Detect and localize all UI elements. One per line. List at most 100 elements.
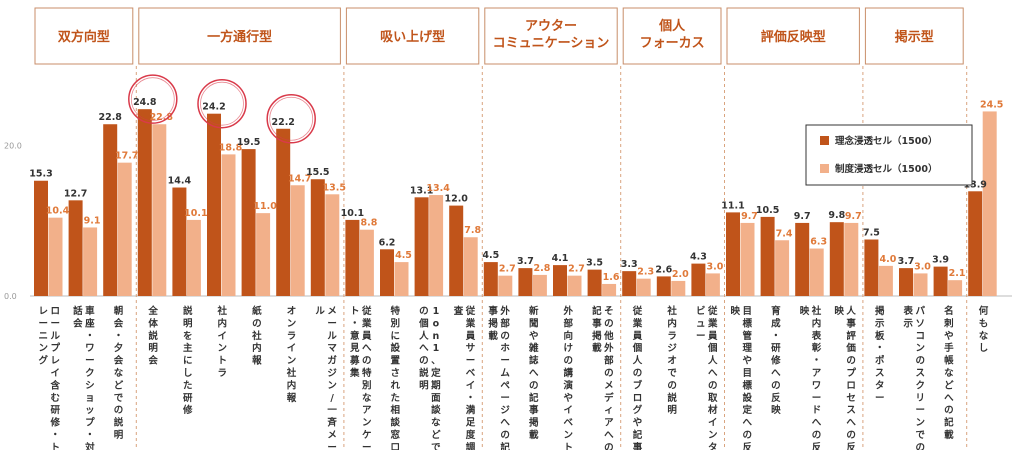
category-label: 吸い上げ型	[380, 29, 445, 45]
data-label-series2: 2.1	[949, 268, 966, 279]
category-box	[34, 7, 134, 65]
data-label-series1: 15.3	[29, 169, 52, 180]
bar-series1	[622, 271, 637, 296]
bar-series2	[152, 124, 167, 297]
data-label-series1: 12.7	[64, 188, 87, 199]
data-label-series2: 10.4	[46, 206, 70, 217]
category-item-label: 育成・研修への反映	[770, 305, 781, 416]
data-label-series2: 13.5	[323, 182, 346, 193]
legend-label-series1: 理念浸透セル（1500）	[835, 135, 937, 147]
bar-series1	[691, 263, 706, 296]
bar-series2	[948, 280, 963, 296]
category-label: 双方向型	[58, 29, 110, 45]
bar-series1	[276, 128, 291, 296]
data-label-series1: 2.6	[655, 264, 672, 275]
category-item-label: 外部向けの講演やイベント	[563, 305, 574, 450]
bar-series1	[172, 187, 187, 296]
category-item-label: 全体説明会	[147, 305, 158, 367]
bar-series2	[463, 237, 478, 296]
bar-series1	[380, 249, 394, 296]
data-label-series1: 4.1	[552, 253, 569, 264]
highlight-circle-inner	[130, 77, 175, 122]
data-label-series2: 14.7	[288, 173, 311, 184]
highlight-circle-inner	[269, 96, 314, 141]
data-label-series2: 9.7	[845, 211, 862, 222]
data-label-series1: 3.7	[517, 256, 534, 267]
bar-series1	[414, 197, 429, 296]
bar-series1	[68, 200, 83, 296]
data-label-series2: 2.7	[568, 264, 585, 275]
bar-series1	[483, 262, 498, 296]
data-label-series1: 24.2	[202, 102, 225, 113]
category-item-label: 朝会・夕会などでの説明	[114, 305, 124, 441]
bar-series2	[705, 273, 720, 296]
data-label-series1: 10.1	[341, 208, 364, 219]
data-label-series2: 9.7	[741, 211, 758, 222]
bar-series1	[310, 179, 325, 296]
data-label-series1: 3.5	[586, 258, 603, 269]
bar-series2	[671, 280, 686, 296]
bar-series1	[137, 109, 152, 296]
category-label: 一方通行型	[207, 29, 272, 45]
highlight-circle	[128, 74, 178, 124]
data-label-series2: 4.0	[879, 254, 896, 265]
bar-series2	[394, 262, 409, 296]
bar-series1	[207, 113, 221, 297]
bar-series2	[636, 278, 651, 296]
data-label-series2: 3.0	[706, 261, 723, 272]
data-label-series1: 9.7	[794, 211, 811, 222]
category-box	[138, 7, 341, 65]
bar-series1	[345, 219, 360, 296]
data-label-series2: 8.8	[360, 218, 377, 229]
data-label-series1: 9.8	[828, 210, 845, 221]
data-label-series1: 4.5	[482, 250, 499, 261]
bar-series1	[103, 124, 118, 297]
bar-series1	[587, 269, 602, 296]
data-label-series2: 9.1	[84, 215, 101, 226]
category-item-label: 従業員個人のブログや記事	[632, 305, 643, 450]
category-label: 掲示型	[895, 29, 934, 45]
bar-series1	[760, 216, 775, 296]
highlight-circle	[197, 78, 247, 129]
category-item-label: 目標管理や目標設定への反映	[731, 305, 753, 450]
category-box	[864, 7, 964, 65]
category-item-label: 従業員サーベイ・満足度調査	[453, 305, 476, 450]
data-label-series1: 13.1	[410, 185, 433, 196]
bar-series2	[913, 273, 928, 296]
category-item-label: 車座・ワークショップ・対話会	[73, 305, 95, 450]
category-label: 個人フォーカス	[640, 18, 705, 51]
data-label-series2: 18.8	[219, 142, 243, 153]
bar-series2	[982, 111, 997, 296]
data-label-series1: 4.3	[690, 252, 707, 263]
category-item-label: 名刺や手帳などへの記載	[943, 305, 954, 441]
bar-series2	[325, 194, 340, 296]
bar-series2	[532, 274, 547, 296]
data-label-series2: 11.0	[253, 201, 277, 212]
category-item-label: 特別に設置された相談窓口	[390, 305, 401, 450]
data-label-series1: 10.5	[756, 205, 779, 216]
bar-series1	[726, 212, 740, 296]
y-tick-label: 20.0	[4, 141, 22, 150]
bar-series2	[117, 162, 132, 296]
data-label-series1: 15.5	[306, 167, 329, 178]
data-label-series2: 2.7	[499, 264, 516, 275]
bar-series1	[864, 239, 879, 296]
bar-series2	[256, 213, 271, 296]
data-label-series1: 22.8	[98, 112, 122, 123]
data-label-series1: 22.2	[271, 117, 294, 128]
bar-series1	[34, 180, 48, 296]
data-label-series1: 3.7	[898, 256, 915, 267]
category-item-label: 社内表彰・アワードへの反映	[800, 305, 822, 450]
data-label-series1: 19.5	[237, 137, 260, 148]
category-item-label: パソコンのスクリーンでの表示	[903, 305, 926, 450]
bar-series2	[186, 219, 201, 296]
category-item-label: 従業員への特別なアンケート・意見募集	[349, 305, 372, 450]
bar-series2	[775, 240, 790, 296]
bar-series1	[899, 268, 913, 296]
data-label-series1: 24.8	[133, 97, 157, 108]
highlight-circle-inner	[200, 81, 244, 126]
category-item-label: 社内イントラ	[217, 305, 228, 379]
category-box	[726, 7, 860, 65]
